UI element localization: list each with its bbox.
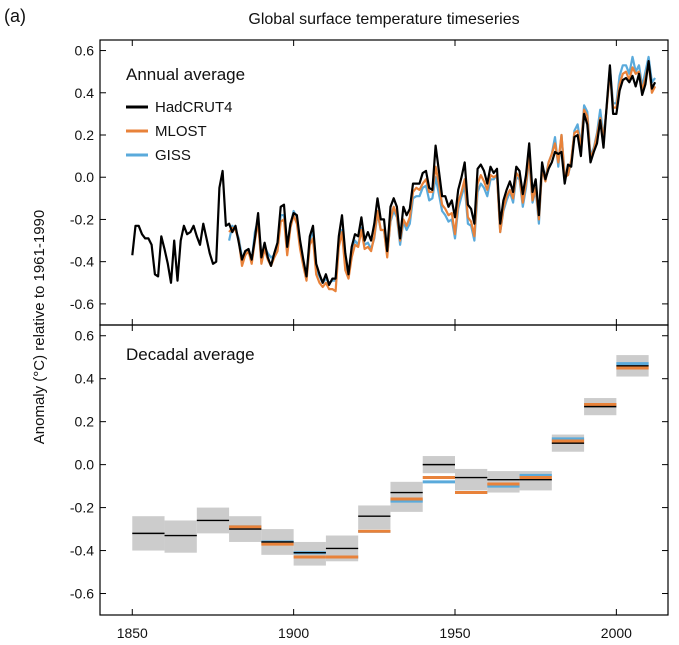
annual-x-ticks — [131, 40, 617, 325]
figure-title: Global surface temperature timeseries — [248, 11, 519, 28]
decadal-panel-title: Decadal average — [126, 345, 255, 364]
decadal-y-tick-label: 0.6 — [75, 328, 95, 344]
decadal-y-tick-label: 0.2 — [75, 414, 95, 430]
uncertainty-box-1930 — [390, 481, 423, 512]
annual-panel: -0.6-0.4-0.20.00.20.40.6 Annual average … — [70, 39, 669, 326]
decadal-y-tick-label: 0.0 — [75, 457, 95, 473]
uncertainty-box-1950 — [455, 468, 488, 491]
series-line-hadcrut4 — [131, 59, 657, 286]
decadal-x-ticks: 1850 1900 1950 2000 — [117, 325, 632, 641]
legend-label-giss: GISS — [155, 147, 191, 164]
decadal-x-tick-label: 1900 — [278, 625, 309, 641]
annual-y-tick-label: -0.4 — [70, 254, 94, 270]
series-line-giss — [228, 55, 656, 284]
decadal-plot-area — [132, 355, 649, 566]
annual-y-tick-label: 0.0 — [75, 169, 95, 185]
annual-y-tick-label: 0.4 — [75, 85, 95, 101]
legend: HadCRUT4 MLOST GISS — [126, 99, 233, 164]
y-axis-label: Anomaly (°C) relative to 1961-1990 — [31, 210, 48, 444]
uncertainty-box-1960 — [487, 471, 520, 493]
decadal-plot-frame — [99, 324, 669, 616]
uncertainty-box-1920 — [358, 505, 391, 530]
decadal-y-tick-label: -0.4 — [70, 543, 94, 559]
annual-y-tick-label: -0.2 — [70, 211, 94, 227]
panel-label: (a) — [4, 6, 26, 26]
decadal-panel: -0.6 -0.4 -0.2 0.0 0.2 0.4 0.6 1850 1900 1950 200… — [70, 324, 669, 641]
annual-y-tick-label: -0.6 — [70, 296, 94, 312]
legend-label-mlost: MLOST — [155, 123, 207, 140]
decadal-y-tick-label: -0.2 — [70, 500, 94, 516]
decadal-y-tick-label: -0.6 — [70, 586, 94, 602]
annual-y-tick-label: 0.2 — [75, 127, 95, 143]
annual-panel-title: Annual average — [126, 65, 245, 84]
decadal-x-tick-label: 1850 — [117, 625, 148, 641]
annual-plot-area — [131, 55, 657, 293]
decadal-y-ticks: -0.6 -0.4 -0.2 0.0 0.2 0.4 0.6 — [70, 328, 668, 602]
series-line-mlost — [228, 62, 657, 293]
decadal-y-tick-label: 0.4 — [75, 371, 95, 387]
annual-y-ticks: -0.6 -0.4 -0.2 0.0 0.2 0.4 0.6 — [70, 43, 668, 312]
uncertainty-box-1860 — [164, 520, 197, 553]
decadal-x-tick-label: 2000 — [601, 625, 632, 641]
decadal-x-tick-label: 1950 — [439, 625, 470, 641]
legend-label-hadcrut4: HadCRUT4 — [155, 99, 233, 116]
annual-y-tick-label: 0.6 — [75, 43, 95, 59]
